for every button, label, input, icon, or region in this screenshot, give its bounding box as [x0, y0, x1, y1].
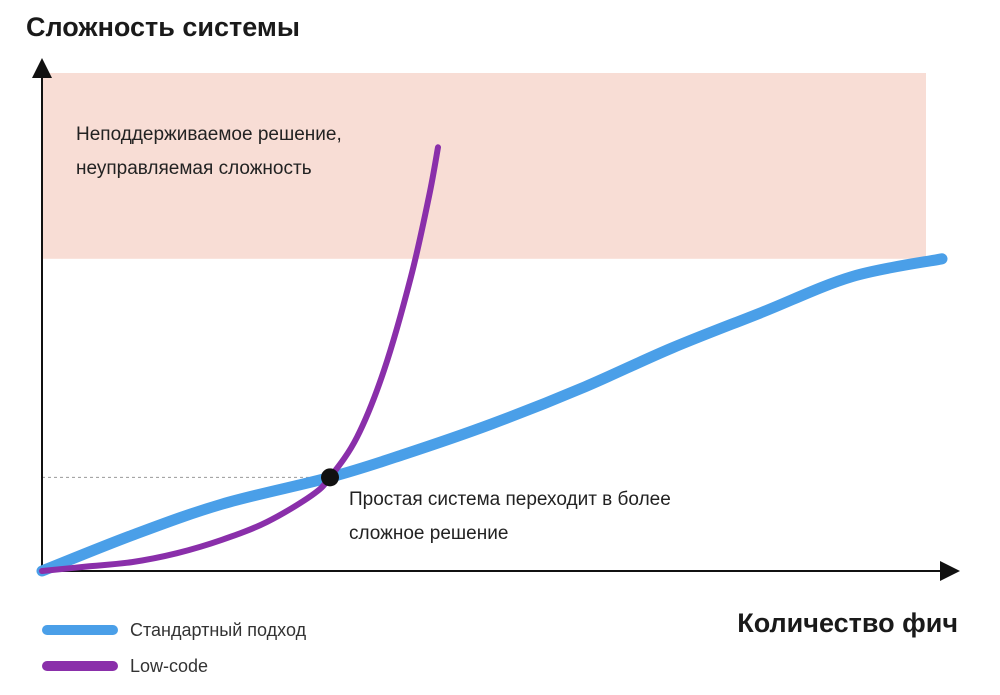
unmaintainable-zone — [42, 73, 926, 259]
series-line-standard — [36, 253, 948, 577]
series-layer — [36, 144, 948, 577]
series-line-lowcode — [39, 144, 441, 574]
zone-annotation: Неподдерживаемое решение, неуправляемая … — [76, 124, 342, 179]
legend-item-lowcode: Low-code — [42, 648, 306, 684]
legend-label-standard: Стандартный подход — [130, 619, 307, 640]
legend-label-lowcode: Low-code — [130, 655, 209, 676]
x-axis-label: Количество фич — [737, 608, 958, 638]
legend: Стандартный подход Low-code — [42, 612, 306, 684]
legend-item-standard: Стандартный подход — [42, 612, 306, 648]
y-axis-label: Сложность системы — [26, 12, 300, 42]
legend-swatch-standard — [42, 625, 118, 635]
intersection-annotation: Простая система переходит в более сложно… — [349, 489, 671, 544]
legend-swatch-lowcode — [42, 661, 118, 671]
intersection-point — [321, 468, 339, 487]
